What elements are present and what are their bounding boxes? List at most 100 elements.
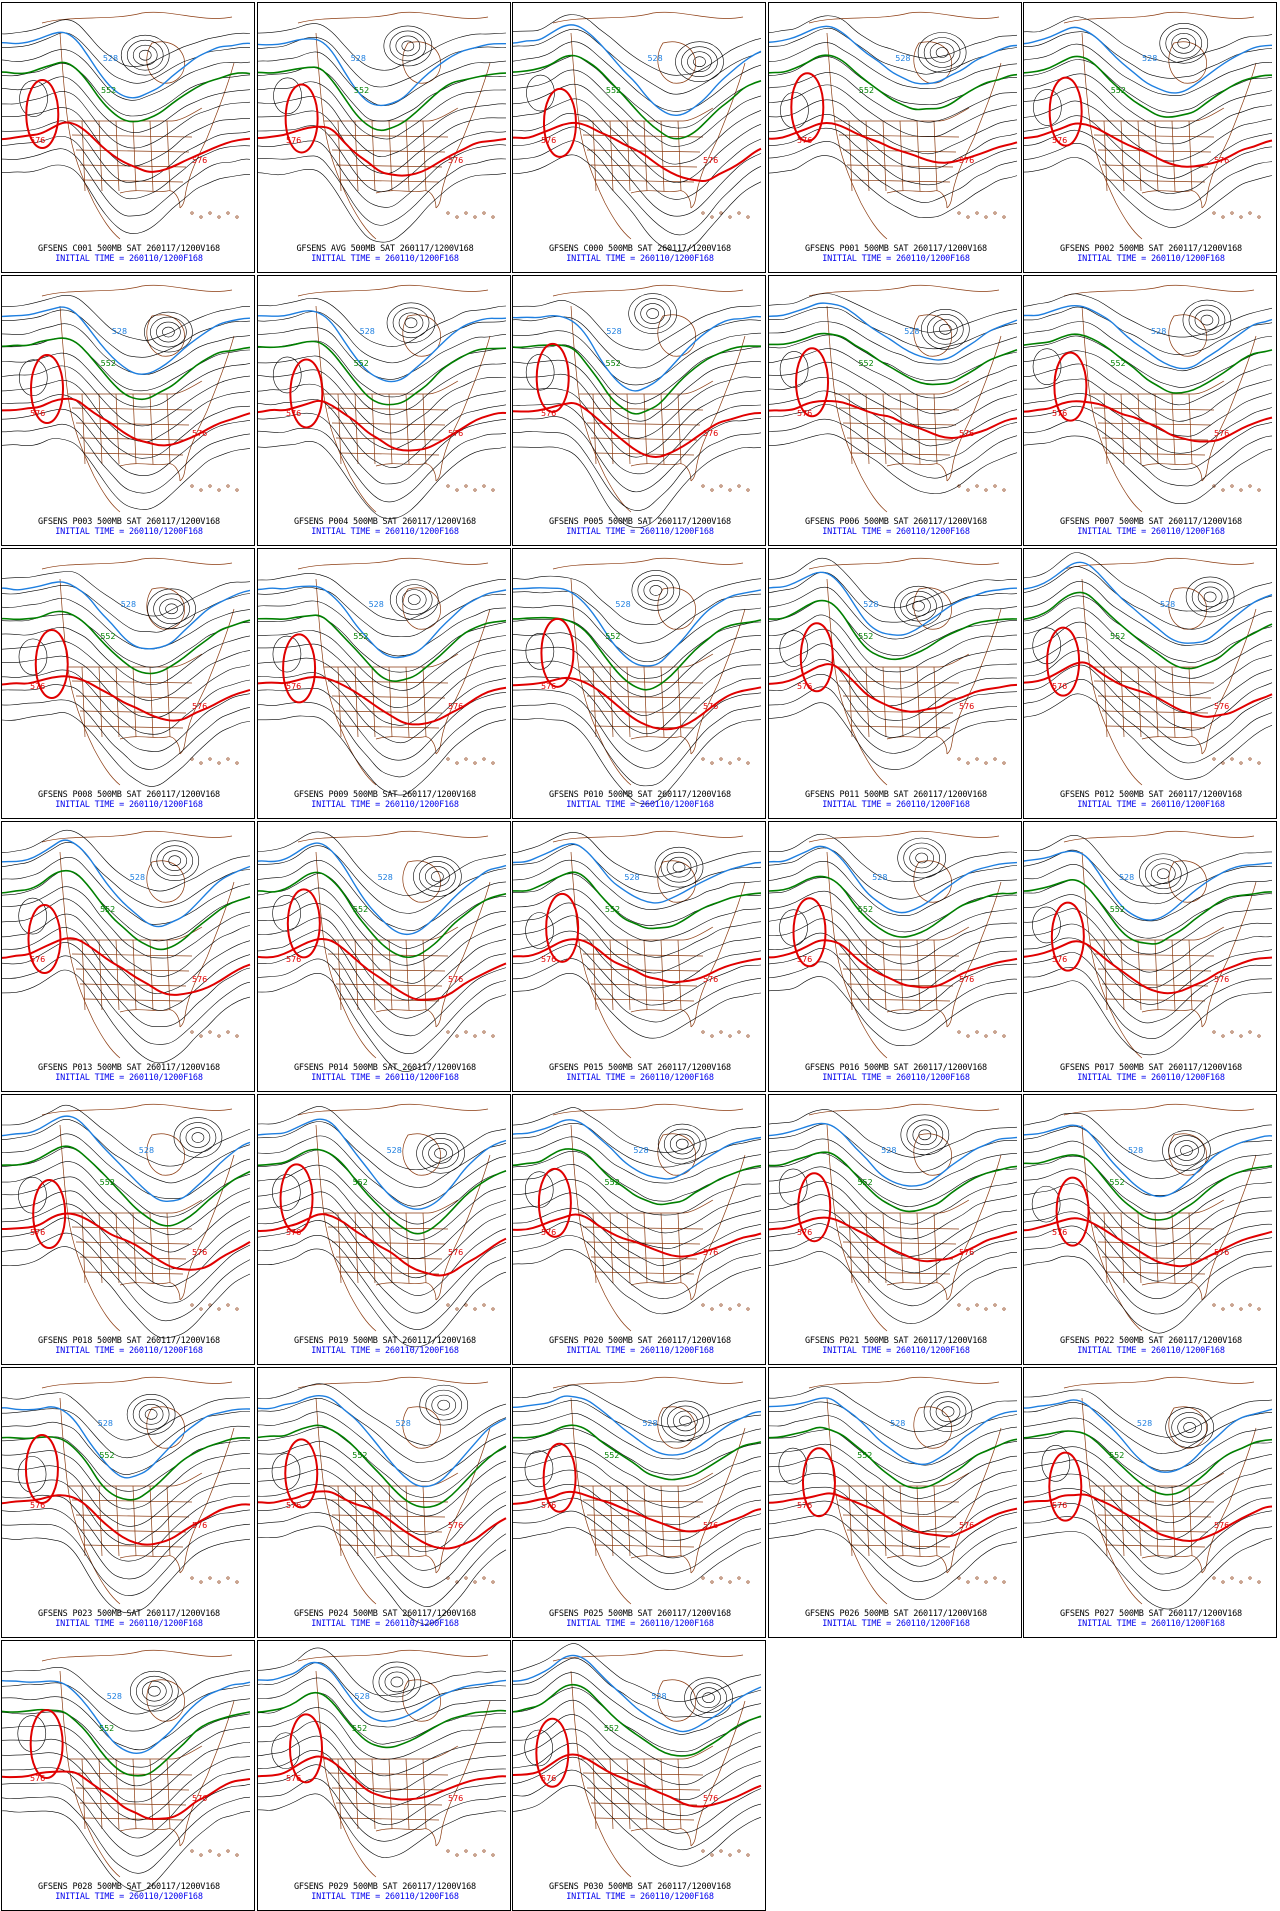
- pacific-low-contour: [524, 1450, 554, 1488]
- height-contour-line: [1024, 967, 1273, 1040]
- ensemble-map-panel: 528 552 576 576 GFSENS P012 500MB SAT 260117…: [1023, 548, 1277, 819]
- contour-552-line: [513, 344, 762, 415]
- height-contour-line: [2, 699, 251, 770]
- contour-528-line: [1024, 1124, 1273, 1198]
- island-mark: [975, 211, 979, 215]
- state-line: [422, 393, 427, 465]
- state-line: [335, 710, 443, 714]
- panel-caption: GFSENS P012 500MB SAT 260117/1200V168: [1060, 790, 1242, 800]
- state-line: [846, 437, 954, 441]
- height-contour-line: [1024, 835, 1273, 887]
- ensemble-map-panel: 528 552 576 576 GFSENS P027 500MB SAT 260117…: [1023, 1367, 1277, 1638]
- contour-528-line: [2, 306, 251, 375]
- pacific-low-contour: [273, 77, 302, 115]
- height-contour-line: [258, 929, 507, 1019]
- height-contour-line: [258, 687, 507, 761]
- panel-caption: GFSENS P020 500MB SAT 260117/1200V168: [549, 1336, 731, 1346]
- island-mark: [208, 211, 212, 215]
- island-mark: [993, 211, 997, 215]
- west-coastline: [315, 1670, 377, 1878]
- contour-528-label: 528: [651, 1692, 666, 1701]
- island-mark: [957, 757, 961, 761]
- state-line: [71, 1499, 193, 1503]
- height-contour-line: [2, 684, 251, 752]
- state-line: [594, 179, 695, 183]
- height-contour-line: [258, 1778, 507, 1842]
- state-line: [79, 983, 187, 987]
- height-contour-line: [1024, 637, 1273, 714]
- height-contour-line: [769, 293, 1018, 333]
- contour-576-line: [258, 399, 507, 452]
- west-coastline: [315, 851, 377, 1059]
- contour-528-line: [513, 24, 762, 117]
- state-line: [1188, 120, 1193, 192]
- state-line: [337, 939, 342, 1011]
- ensemble-map-panel: 528 552 576 576 GFSENS P009 500MB SAT 260117…: [257, 548, 511, 819]
- state-line: [899, 1485, 904, 1557]
- west-coastline: [59, 1124, 121, 1332]
- island-mark: [966, 761, 970, 765]
- geography-layer: [552, 1376, 750, 1605]
- state-line: [592, 393, 597, 465]
- height-contour-line: [769, 72, 1018, 123]
- height-contours: [2, 1104, 251, 1339]
- closed-low-contour: [912, 600, 925, 612]
- height-contour-line: [513, 1714, 762, 1785]
- north-coastline: [41, 1376, 233, 1389]
- closed-low-contour: [173, 1117, 223, 1158]
- height-contour-line: [1024, 129, 1273, 194]
- state-line: [371, 1485, 376, 1557]
- closed-low-contour: [673, 1410, 698, 1432]
- closed-low-contour: [1165, 1407, 1214, 1448]
- contour-528-label: 528: [387, 1146, 402, 1155]
- contour-528-line: [513, 1395, 762, 1456]
- island-mark: [491, 488, 495, 492]
- panel-initial-time: INITIAL TIME = 260110/1200F168: [55, 1892, 203, 1902]
- west-coastline: [1081, 1124, 1143, 1332]
- west-coastline: [59, 305, 121, 513]
- geography-layer: [552, 1103, 750, 1332]
- height-contour-line: [1024, 678, 1273, 764]
- height-contour-line: [258, 1234, 507, 1330]
- contour-552-label: 552: [858, 359, 873, 368]
- height-contour-line: [769, 27, 1018, 75]
- contour-528-label: 528: [1151, 327, 1166, 336]
- height-contour-line: [513, 300, 762, 351]
- contour-552-line: [769, 1151, 1018, 1213]
- hudson-bay-outline: [402, 41, 441, 84]
- north-coastline: [1063, 1376, 1255, 1389]
- contour-528-line: [1024, 1399, 1273, 1473]
- west-coastline: [826, 305, 888, 513]
- closed-low-contour: [1151, 863, 1176, 885]
- state-line: [1120, 1485, 1125, 1557]
- closed-low-contour: [634, 298, 671, 329]
- pacific-low-contour: [19, 80, 48, 117]
- height-contour-line: [2, 438, 251, 510]
- pacific-low-contour: [272, 635, 302, 673]
- gulf-coastline: [119, 463, 181, 482]
- state-line: [71, 407, 193, 411]
- border-line: [579, 1199, 714, 1214]
- height-contour-line: [513, 915, 762, 974]
- state-line: [79, 437, 187, 441]
- state-line: [592, 1758, 597, 1830]
- height-contour-line: [513, 55, 762, 129]
- state-line: [388, 393, 393, 465]
- contour-552-label: 552: [1110, 632, 1125, 641]
- state-line: [626, 666, 631, 738]
- state-line: [626, 120, 631, 192]
- contour-576-label: 576: [959, 975, 974, 984]
- contour-552-line: [513, 54, 762, 140]
- contour-576-loop: [25, 79, 60, 150]
- height-contour-line: [1024, 937, 1273, 1005]
- panel-caption: GFSENS P018 500MB SAT 260117/1200V168: [38, 1336, 220, 1346]
- contour-552-label: 552: [99, 1451, 114, 1460]
- state-line: [81, 1758, 86, 1830]
- height-contour-line: [2, 1147, 251, 1218]
- island-mark: [473, 1307, 477, 1311]
- west-coastline: [59, 1670, 121, 1878]
